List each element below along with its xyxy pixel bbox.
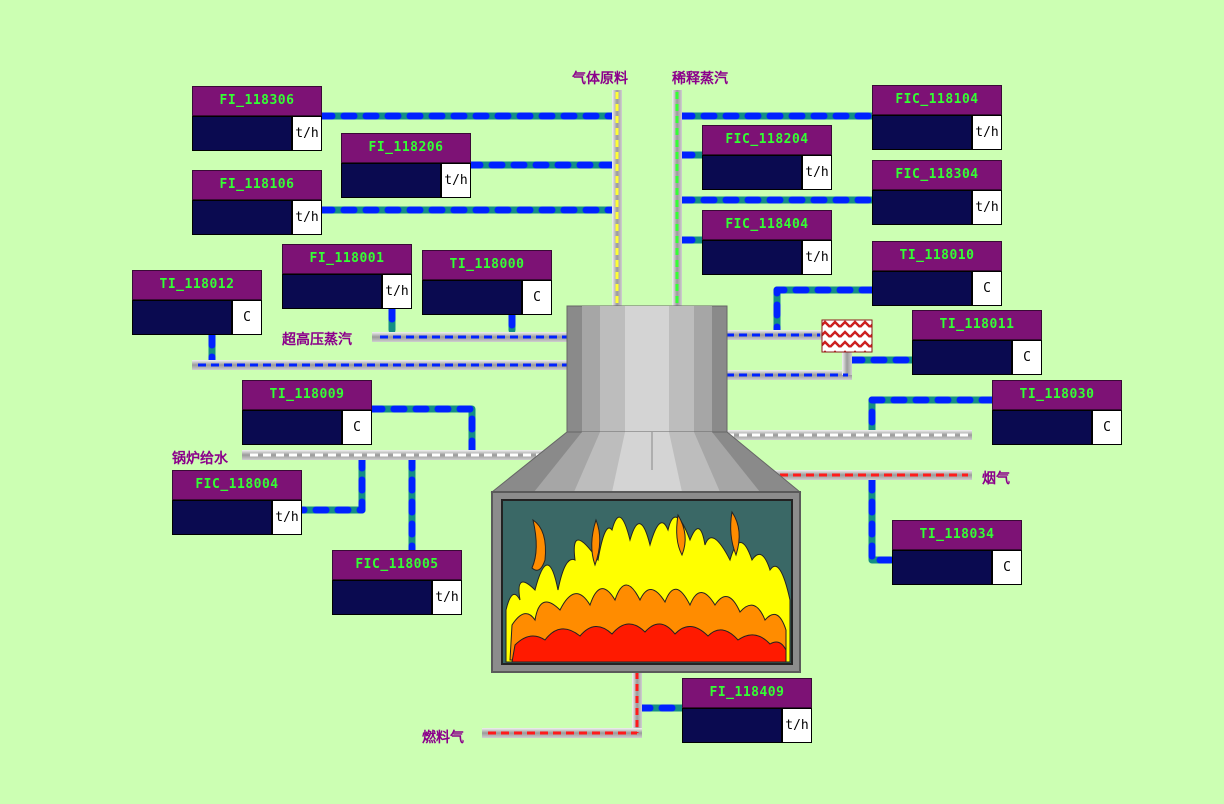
tag-value — [892, 550, 992, 585]
tag-unit: t/h — [802, 240, 832, 275]
tag-fic-118204[interactable]: FIC_118204 t/h — [702, 125, 832, 190]
tag-value — [702, 155, 802, 190]
tag-fi-118106[interactable]: FI_118106 t/h — [192, 170, 322, 235]
boiler-water-label: 锅炉给水 — [172, 451, 228, 467]
tag-fi-118206[interactable]: FI_118206 t/h — [341, 133, 471, 198]
tag-value — [872, 115, 972, 150]
tag-fi-118409[interactable]: FI_118409 t/h — [682, 678, 812, 743]
tag-unit: t/h — [972, 115, 1002, 150]
tag-name: TI_118012 — [132, 270, 262, 300]
tag-unit: t/h — [441, 163, 471, 198]
tag-value — [872, 271, 972, 306]
tag-unit: t/h — [382, 274, 412, 309]
tag-name: FIC_118004 — [172, 470, 302, 500]
heat-exchanger-icon — [821, 319, 873, 353]
tag-value — [192, 116, 292, 151]
tag-name: FIC_118204 — [702, 125, 832, 155]
tag-name: TI_118030 — [992, 380, 1122, 410]
tag-name: FIC_118104 — [872, 85, 1002, 115]
tag-ti-118000[interactable]: TI_118000 C — [422, 250, 552, 315]
flame-icon — [505, 510, 791, 663]
tag-fic-118005[interactable]: FIC_118005 t/h — [332, 550, 462, 615]
tag-unit: t/h — [272, 500, 302, 535]
tag-unit: t/h — [292, 116, 322, 151]
tag-unit: C — [972, 271, 1002, 306]
tag-name: FI_118206 — [341, 133, 471, 163]
tag-fi-118001[interactable]: FI_118001 t/h — [282, 244, 412, 309]
tag-name: FI_118106 — [192, 170, 322, 200]
tag-unit: C — [1092, 410, 1122, 445]
tag-value — [242, 410, 342, 445]
tag-unit: t/h — [782, 708, 812, 743]
tag-fic-118004[interactable]: FIC_118004 t/h — [172, 470, 302, 535]
tag-value — [872, 190, 972, 225]
tag-value — [912, 340, 1012, 375]
tag-unit: C — [992, 550, 1022, 585]
tag-name: FI_118409 — [682, 678, 812, 708]
tag-name: TI_118009 — [242, 380, 372, 410]
tag-unit: t/h — [292, 200, 322, 235]
tag-name: TI_118010 — [872, 241, 1002, 271]
tag-value — [341, 163, 441, 198]
tag-value — [132, 300, 232, 335]
tag-fic-118404[interactable]: FIC_118404 t/h — [702, 210, 832, 275]
tag-unit: C — [1012, 340, 1042, 375]
signal-lines — [208, 112, 996, 712]
fuel-gas-label: 燃料气 — [422, 730, 464, 746]
tag-name: FI_118306 — [192, 86, 322, 116]
tag-value — [172, 500, 272, 535]
tag-name: FIC_118304 — [872, 160, 1002, 190]
flue-gas-label: 烟气 — [982, 471, 1010, 487]
tag-fic-118304[interactable]: FIC_118304 t/h — [872, 160, 1002, 225]
tag-value — [422, 280, 522, 315]
tag-unit: C — [522, 280, 552, 315]
tag-ti-118034[interactable]: TI_118034 C — [892, 520, 1022, 585]
tag-name: TI_118034 — [892, 520, 1022, 550]
feed-gas-label: 气体原料 — [572, 71, 628, 87]
tag-fic-118104[interactable]: FIC_118104 t/h — [872, 85, 1002, 150]
tag-ti-118009[interactable]: TI_118009 C — [242, 380, 372, 445]
tag-name: FIC_118404 — [702, 210, 832, 240]
tag-value — [282, 274, 382, 309]
tag-ti-118011[interactable]: TI_118011 C — [912, 310, 1042, 375]
tag-unit: C — [342, 410, 372, 445]
tag-value — [192, 200, 292, 235]
tag-value — [332, 580, 432, 615]
tag-name: TI_118011 — [912, 310, 1042, 340]
dilution-steam-label: 稀释蒸汽 — [672, 71, 728, 87]
pipe-medium-dashes — [198, 92, 968, 735]
tag-unit: t/h — [972, 190, 1002, 225]
tag-name: TI_118000 — [422, 250, 552, 280]
tag-value — [682, 708, 782, 743]
tag-unit: C — [232, 300, 262, 335]
hp-steam-label: 超高压蒸汽 — [282, 332, 352, 348]
tag-name: FI_118001 — [282, 244, 412, 274]
tag-ti-118030[interactable]: TI_118030 C — [992, 380, 1122, 445]
tag-unit: t/h — [802, 155, 832, 190]
tag-name: FIC_118005 — [332, 550, 462, 580]
tag-ti-118010[interactable]: TI_118010 C — [872, 241, 1002, 306]
tag-ti-118012[interactable]: TI_118012 C — [132, 270, 262, 335]
tag-value — [702, 240, 802, 275]
tag-fi-118306[interactable]: FI_118306 t/h — [192, 86, 322, 151]
tag-unit: t/h — [432, 580, 462, 615]
tag-value — [992, 410, 1092, 445]
